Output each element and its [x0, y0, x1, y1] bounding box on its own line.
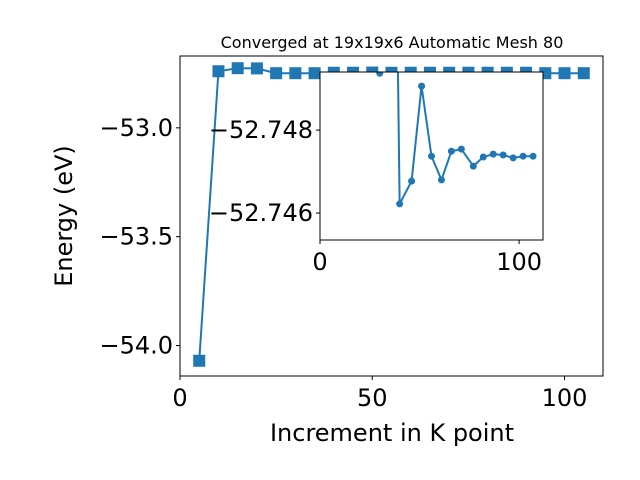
marker — [308, 67, 321, 80]
marker — [529, 152, 537, 160]
marker — [289, 67, 302, 80]
x-tick-label: 0 — [172, 384, 187, 412]
marker — [270, 67, 283, 80]
marker — [457, 145, 465, 153]
data-line — [378, 72, 534, 205]
marker — [499, 151, 507, 159]
marker — [519, 152, 527, 160]
marker — [479, 153, 487, 161]
y-tick-label: −53.0 — [99, 114, 173, 142]
y-axis-label: Energy (eV) — [50, 145, 78, 287]
y-tick-label: −52.748 — [209, 116, 313, 144]
marker — [231, 62, 244, 75]
y-tick-label: −53.5 — [99, 223, 173, 251]
marker — [469, 162, 477, 170]
marker — [376, 72, 384, 77]
marker — [428, 152, 435, 160]
x-tick-label: 50 — [357, 384, 388, 412]
marker — [418, 82, 426, 90]
marker — [250, 62, 263, 75]
marker — [447, 147, 455, 155]
marker — [489, 150, 497, 158]
chart-title: Converged at 19x19x6 Automatic Mesh 80 — [221, 33, 564, 52]
plot-area — [376, 72, 537, 208]
x-tick-label: 100 — [496, 248, 542, 276]
x-tick-label: 100 — [542, 384, 588, 412]
y-tick-label: −54.0 — [99, 332, 173, 360]
marker — [437, 176, 445, 184]
marker — [212, 65, 225, 78]
x-tick-label: 0 — [312, 248, 327, 276]
marker — [193, 354, 206, 367]
marker — [577, 67, 590, 80]
y-tick-label: −52.746 — [209, 199, 313, 227]
marker — [408, 177, 416, 185]
marker — [396, 200, 404, 208]
axes-frame — [319, 71, 544, 241]
axes-frame — [179, 55, 604, 377]
marker — [558, 67, 571, 80]
marker — [509, 154, 517, 162]
x-axis-label: Increment in K point — [270, 419, 514, 447]
